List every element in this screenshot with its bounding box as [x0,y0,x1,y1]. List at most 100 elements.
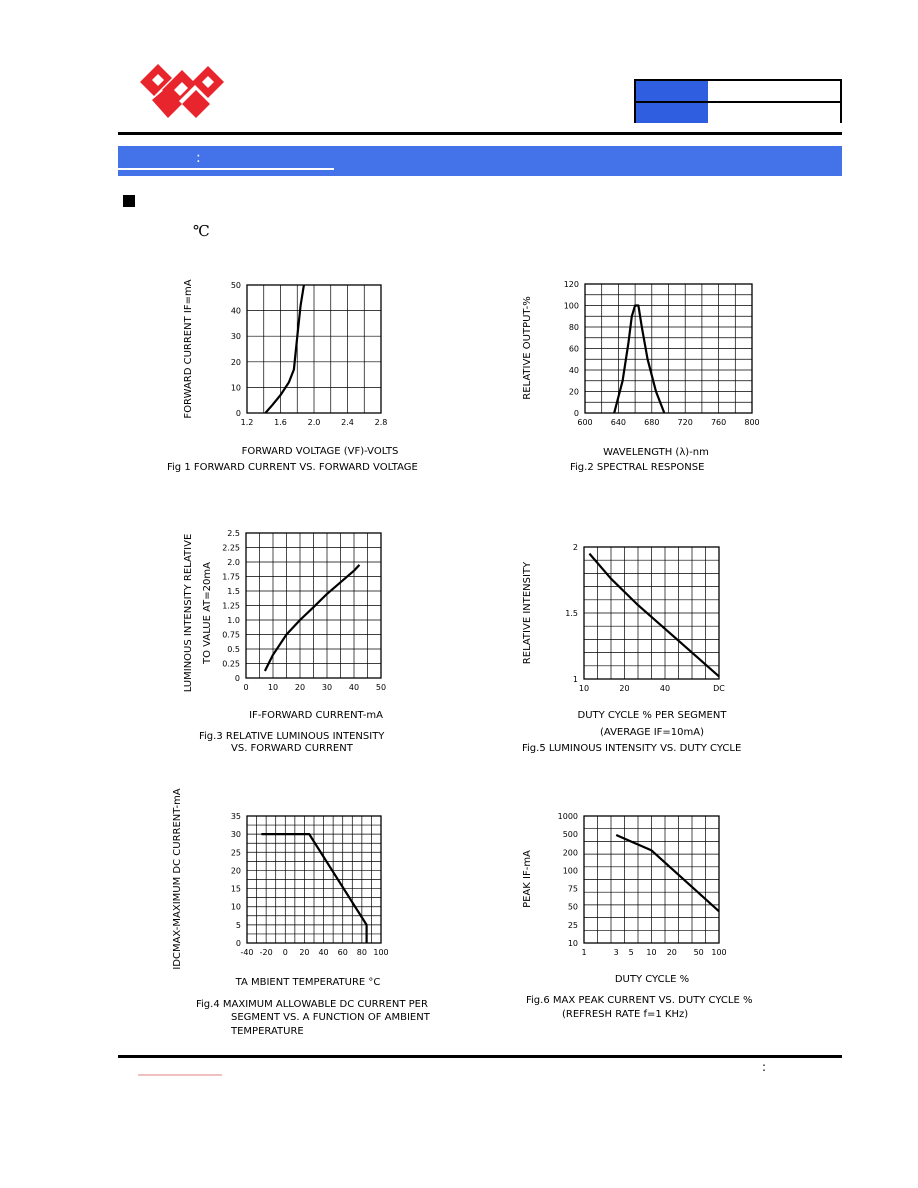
x-tick-label: 100 [373,948,388,957]
x-axis-label: DUTY CYCLE % PER SEGMENT [578,710,728,721]
x-tick-label: 20 [295,683,305,692]
y-tick-label: 0 [236,939,241,948]
x-axis-label-secondary: (AVERAGE IF=10mA) [600,727,704,738]
figure-caption: Fig.2 SPECTRAL RESPONSE [570,462,704,473]
x-tick-label: DC [713,684,725,693]
y-tick-label: 200 [563,848,578,857]
x-tick-label: 2.0 [308,418,321,427]
info-table-label-cell [636,101,708,123]
header-divider [118,132,842,135]
y-tick-label: 1.5 [227,587,240,596]
x-tick-label: 20 [299,948,309,957]
plot-frame [584,283,753,414]
y-tick-label: 0.25 [222,660,240,669]
y-tick-label: 75 [568,885,578,894]
company-logo [140,64,224,118]
chart-fig3: 0 10 20 30 40 50 0 0.25 0.5 0.75 1.0 1.25 1.5 1.75 2.0… [183,529,386,754]
figure-caption: VS. FORWARD CURRENT [231,743,354,754]
y-tick-label: 60 [569,345,579,354]
x-tick-label: 3 [614,948,619,957]
footer-accent-line [138,1074,222,1076]
y-axis-label: TO VALUE AT=20mA [202,562,213,665]
figure-caption: Fig.3 RELATIVE LUMINOUS INTENSITY [199,731,385,742]
data-series-line [261,833,368,943]
figure-caption: Fig 1 FORWARD CURRENT VS. FORWARD VOLTAG… [167,462,418,473]
x-tick-label: 80 [357,948,367,957]
y-tick-label: 500 [563,830,578,839]
x-axis-label: DUTY CYCLE % [615,974,689,985]
y-tick-label: 0.5 [227,645,240,654]
y-tick-label: 120 [564,280,579,289]
x-tick-label: 720 [678,418,693,427]
y-tick-label: 100 [563,866,578,875]
y-tick-label: 10 [231,903,241,912]
y-tick-label: 40 [231,307,241,316]
x-tick-label: 20 [667,948,677,957]
y-axis-label: RELATIVE INTENSITY [522,561,533,664]
figure-caption: (REFRESH RATE f=1 KHz) [562,1009,688,1020]
y-tick-label: 0.75 [222,631,240,640]
y-tick-label: 1.75 [222,573,240,582]
y-tick-label: 80 [569,323,579,332]
temperature-symbol: ℃ [193,222,210,240]
info-table-value-cell [708,101,840,123]
y-tick-label: 1 [573,675,578,684]
data-series-line [264,284,305,414]
plot-frame [583,815,720,944]
y-axis-label: PEAK IF-mA [522,850,533,908]
section-title-colon: : [196,150,201,166]
x-axis-label: IF-FORWARD CURRENT-mA [249,710,383,721]
plot-frame [245,532,382,679]
y-tick-label: 1.5 [565,609,578,618]
y-axis-label: RELATIVE OUTPUT-% [522,296,533,399]
plot-frame [246,815,382,944]
chart-fig4: -40 -20 0 20 40 60 80 100 0 5 10 15 20 25 30 35 TA MBIEN… [172,788,431,1037]
x-tick-label: 10 [579,684,589,693]
x-tick-label: 680 [644,418,659,427]
x-tick-label: 50 [694,948,704,957]
y-axis-label: FORWARD CURRENT IF=mA [183,279,194,418]
y-tick-label: 0 [235,674,240,683]
x-tick-label: 5 [629,948,634,957]
x-axis-label: TA MBIENT TEMPERATURE °C [235,977,381,988]
x-tick-label: 640 [611,418,626,427]
y-axis-label: LUMINOUS INTENSITY RELATIVE [183,534,194,693]
x-tick-label: 760 [711,418,726,427]
info-table-label-cell [636,81,708,101]
figure-caption: Fig.5 LUMINOUS INTENSITY VS. DUTY CYCLE [522,743,741,754]
x-tick-label: 100 [711,948,726,957]
plot-frame [583,546,720,680]
x-tick-label: 60 [338,948,348,957]
x-tick-label: 0 [283,948,288,957]
x-axis-label: WAVELENGTH (λ)-nm [603,447,709,458]
data-series-line [613,304,666,414]
bullet-square-icon [123,195,135,207]
footer-divider [118,1055,842,1058]
x-tick-label: 1 [581,948,586,957]
chart-fig5: 10 20 40 DC 1 1.5 2 DUTY CYCLE % PER SEGMENT (AV… [522,543,741,754]
x-tick-label: -20 [260,948,273,957]
y-tick-label: 100 [564,302,579,311]
x-tick-label: 1.2 [241,418,254,427]
x-tick-label: 2.8 [375,418,388,427]
x-tick-label: 20 [619,684,629,693]
y-tick-label: 15 [231,885,241,894]
y-tick-label: 50 [568,903,578,912]
section-title-bar [118,146,842,176]
x-tick-label: 10 [646,948,656,957]
y-tick-label: 35 [231,812,241,821]
y-tick-label: 5 [236,921,241,930]
x-tick-label: 600 [577,418,592,427]
figure-caption: SEGMENT VS. A FUNCTION OF AMBIENT [231,1012,431,1023]
data-series-line [588,552,720,678]
x-tick-label: 800 [744,418,759,427]
document-info-table [634,79,842,123]
chart-fig6: 1 3 5 10 20 50 100 10 25 50 75 100 200 500 1000 DUTY CY… [522,812,752,1020]
plot-frame [246,284,382,414]
x-tick-label: 40 [349,683,359,692]
x-tick-label: 30 [322,683,332,692]
chart-fig1: 1.2 1.6 2.0 2.4 2.8 0 10 20 30 40 50 FORWARD VOLTAG… [167,279,418,473]
y-tick-label: 20 [231,866,241,875]
y-tick-label: 0 [236,409,241,418]
